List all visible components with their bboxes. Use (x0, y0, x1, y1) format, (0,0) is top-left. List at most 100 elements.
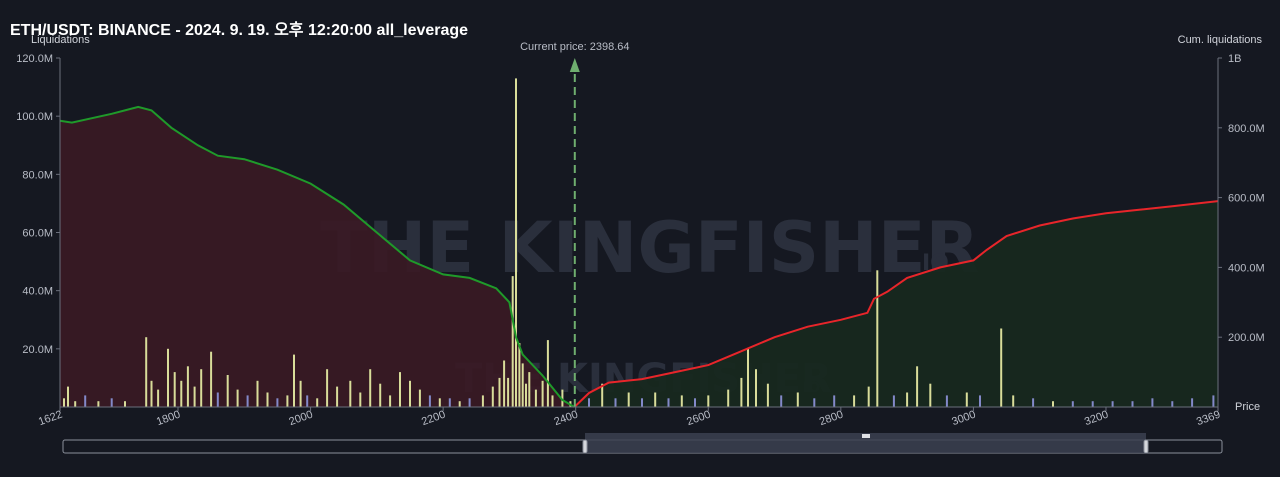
liquidation-bar (755, 369, 757, 407)
liquidation-bar (299, 380, 302, 407)
liquidation-bar (541, 380, 544, 407)
liquidation-bar (216, 392, 219, 407)
current-price-marker: Current price: 2398.64 (520, 41, 630, 407)
liquidation-bar (293, 354, 295, 407)
liquidation-bar (707, 395, 710, 407)
liquidation-bar (813, 398, 816, 407)
liquidation-bar (945, 395, 948, 407)
liquidation-bar (667, 398, 670, 407)
liquidation-bar (740, 377, 743, 407)
liquidation-bar (511, 276, 514, 407)
x-tick-label: 2200 (420, 409, 447, 429)
x-tick-label: 3369 (1195, 409, 1222, 429)
liquidation-bar (551, 395, 554, 407)
liquidation-bar (84, 395, 87, 407)
right-tick-label: 600.0M (1228, 193, 1265, 205)
right-tick-label: 1B (1228, 53, 1241, 65)
liquidation-bar (534, 389, 537, 407)
left-axis-label: Liquidations (31, 34, 90, 46)
liquidation-bar (876, 270, 879, 407)
liquidation-bar (286, 395, 289, 407)
liquidation-bar (349, 380, 352, 407)
liquidation-bar (369, 369, 372, 407)
liquidation-bar (965, 392, 968, 407)
x-tick-label: 2400 (553, 409, 580, 429)
long-area-fill (574, 201, 1218, 407)
liquidation-bar (507, 377, 510, 407)
zoom-slider-left-handle[interactable] (582, 439, 588, 454)
liquidation-bar (906, 392, 909, 407)
zoom-slider-window[interactable] (585, 433, 1146, 453)
liquidation-bar (627, 392, 630, 407)
liquidation-bar (1191, 398, 1194, 407)
liquidation-bar (528, 372, 531, 407)
cum-long-line (573, 200, 1219, 408)
right-axis-label: Cum. liquidations (1178, 34, 1263, 46)
liquidation-bar (1000, 328, 1003, 407)
right-tick-label: 400.0M (1228, 262, 1265, 274)
left-tick-label: 20.0M (22, 344, 53, 356)
liquidation-bar (97, 401, 100, 407)
liquidation-bar (853, 395, 856, 407)
chart-title: ETH/USDT: BINANCE - 2024. 9. 19. 오후 12:2… (10, 22, 469, 39)
liquidation-bar (780, 395, 783, 407)
liquidation-bar (694, 398, 696, 407)
liquidation-bar (180, 380, 183, 407)
liquidation-bar (124, 401, 126, 407)
liquidation-bar (379, 383, 382, 407)
x-tick-label: 2800 (818, 409, 845, 429)
liquidation-bar (74, 401, 77, 407)
liquidation-bar (186, 366, 189, 407)
left-tick-label: 40.0M (22, 286, 53, 298)
liquidation-bar (150, 380, 153, 407)
liquidation-bar (601, 383, 604, 407)
left-tick-label: 60.0M (22, 228, 53, 240)
liquidation-bar (833, 395, 836, 407)
liquidation-bar (67, 386, 69, 407)
liquidation-bar (1012, 395, 1015, 407)
liquidation-bar (654, 392, 657, 407)
liquidation-bar (680, 395, 683, 407)
liquidation-bar (1171, 401, 1174, 407)
liquidation-bar (916, 366, 919, 407)
x-tick-label: 2600 (685, 409, 712, 429)
liquidation-bar (1052, 401, 1054, 407)
liquidation-bar (766, 383, 769, 407)
liquidation-bar (747, 348, 749, 407)
liquidation-bar (167, 348, 169, 407)
liquidation-bar (145, 337, 148, 407)
liquidation-bar (389, 395, 392, 407)
right-axis-ticks: 200.0M 400.0M 600.0M 800.0M 1B (1218, 53, 1265, 344)
liquidation-bar (210, 351, 213, 407)
liquidation-bar (979, 395, 981, 407)
zoom-slider-grip-icon[interactable] (862, 434, 870, 438)
liquidation-bar (481, 395, 484, 407)
liquidation-bar (796, 392, 799, 407)
liquidation-bar (525, 383, 527, 407)
liquidation-bar (110, 398, 113, 407)
zoom-slider-right-handle[interactable] (1143, 439, 1149, 454)
left-tick-label: 80.0M (22, 169, 53, 181)
liquidation-bar (266, 392, 269, 407)
right-tick-label: 800.0M (1228, 123, 1265, 135)
liquidation-bar (157, 389, 160, 407)
liquidation-bar (438, 398, 441, 407)
current-price-arrow (569, 58, 580, 72)
left-axis-ticks: 20.0M 40.0M 60.0M 80.0M 100.0M 120.0M (16, 53, 60, 356)
liquidation-bar (929, 383, 932, 407)
liquidation-bar (503, 360, 506, 407)
liquidation-bar (256, 380, 259, 407)
liquidation-bar (1071, 401, 1074, 407)
liquidation-bar (428, 395, 431, 407)
liquidation-bar (63, 398, 65, 407)
x-axis-label: Price (1235, 401, 1260, 413)
liquidation-bar (892, 395, 895, 407)
liquidation-bar (399, 372, 401, 407)
liquidation-bar (226, 375, 229, 407)
zoom-slider[interactable] (62, 433, 1223, 454)
liquidation-bar (246, 395, 249, 407)
current-price-label: Current price: 2398.64 (520, 41, 629, 53)
liquidation-bar (498, 377, 501, 407)
liquidation-bar (173, 372, 176, 407)
